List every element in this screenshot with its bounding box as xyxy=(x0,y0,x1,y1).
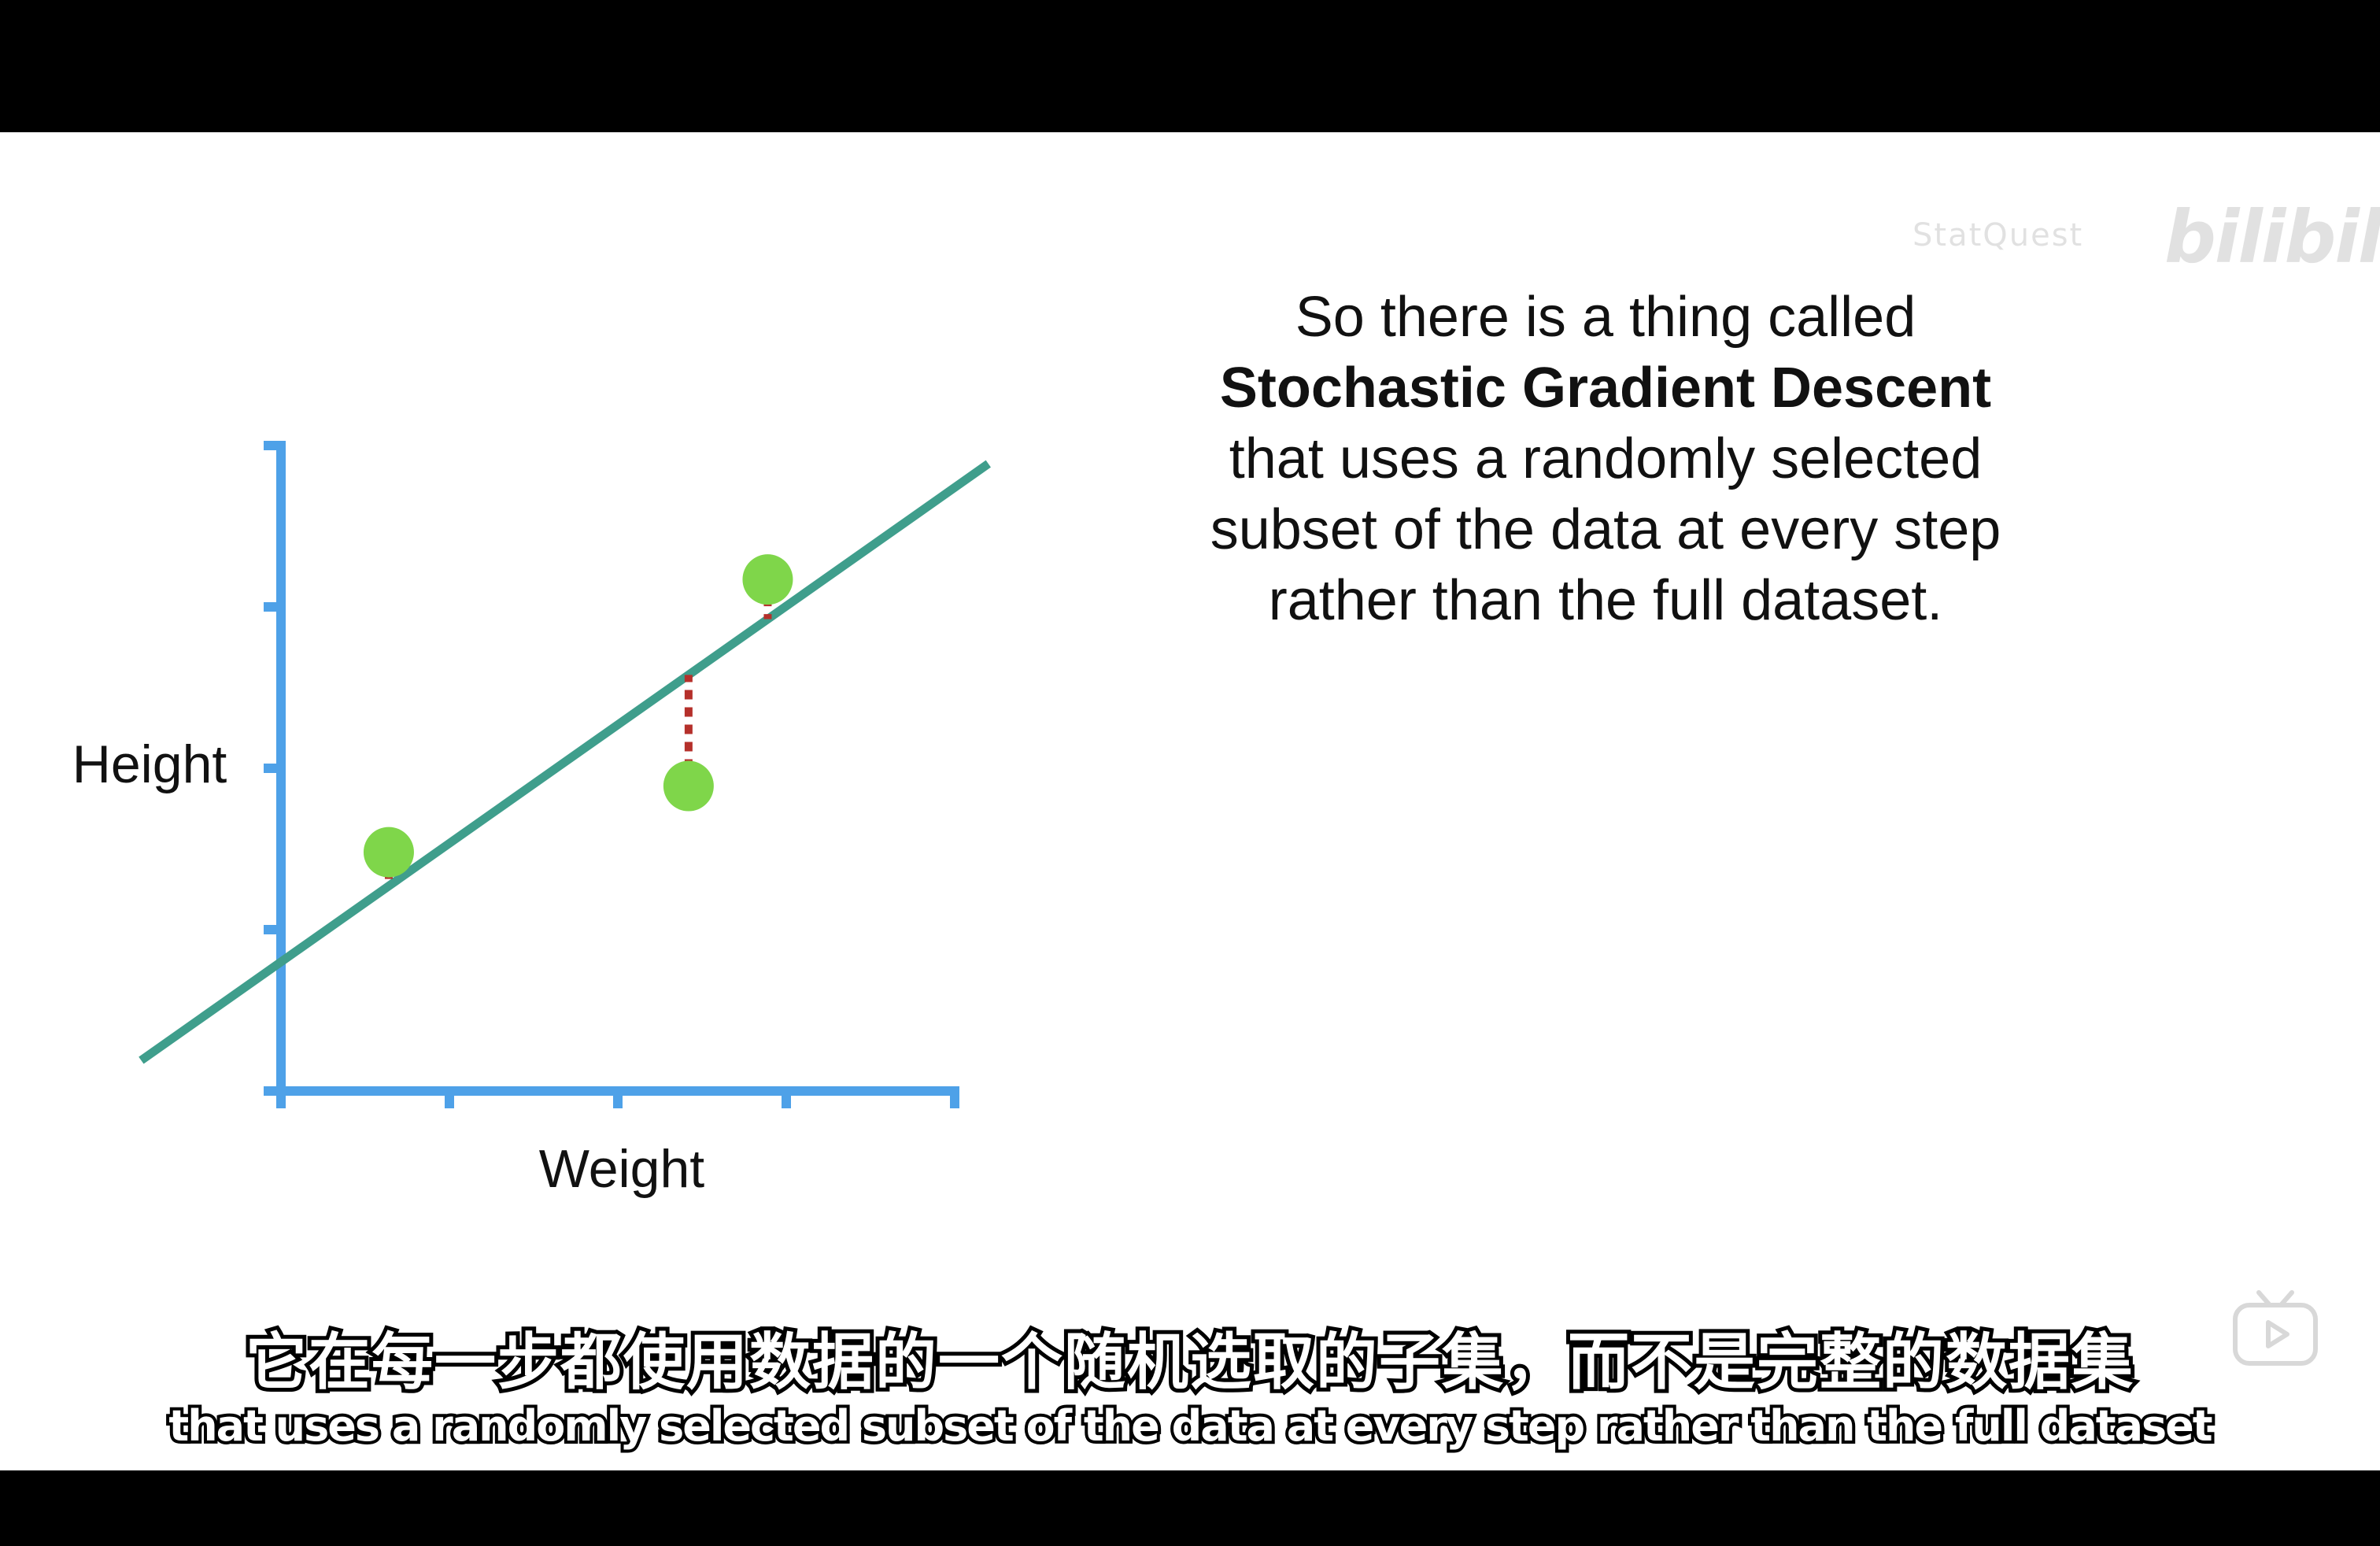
y-axis-label: Height xyxy=(72,734,227,794)
residual-layer xyxy=(384,579,772,886)
subtitle-english: that uses a randomly selected subset of … xyxy=(165,1398,2216,1454)
fit-line-layer xyxy=(139,460,991,1064)
letterbox-bottom xyxy=(0,1470,2380,1546)
data-point xyxy=(363,827,414,878)
chart-axes xyxy=(264,441,959,1108)
fit-line xyxy=(139,460,991,1064)
slide-text: So there is a thing called Stochastic Gra… xyxy=(1149,282,2062,636)
watermark-logo: bilibili xyxy=(2164,195,2380,279)
slide-text-line: So there is a thing called xyxy=(1295,286,1916,349)
scatter-chart: Height Weight xyxy=(72,441,991,1199)
x-axis-label: Weight xyxy=(539,1139,705,1199)
subtitle-chinese: 它在每一步都使用数据的一个随机选取的子集，而不是完整的数据集 xyxy=(242,1323,2137,1402)
bilibili-watermark: StatQuest bilibili xyxy=(1913,179,2380,279)
tv-play-icon[interactable] xyxy=(2232,1289,2319,1368)
watermark-handle: StatQuest xyxy=(1913,217,2084,253)
data-point xyxy=(663,760,714,812)
slide-text-line: subset of the data at every step xyxy=(1210,498,2001,561)
slide-text-line: rather than the full dataset. xyxy=(1268,569,1943,632)
slide-text-line: Stochastic Gradient Descent xyxy=(1219,357,1992,420)
slide-text-line: that uses a randomly selected xyxy=(1229,427,1983,490)
video-frame[interactable]: StatQuest bilibili Height Weight So ther… xyxy=(0,132,2380,1470)
letterbox-top xyxy=(0,0,2380,132)
point-layer xyxy=(363,554,793,878)
data-point xyxy=(742,554,793,605)
